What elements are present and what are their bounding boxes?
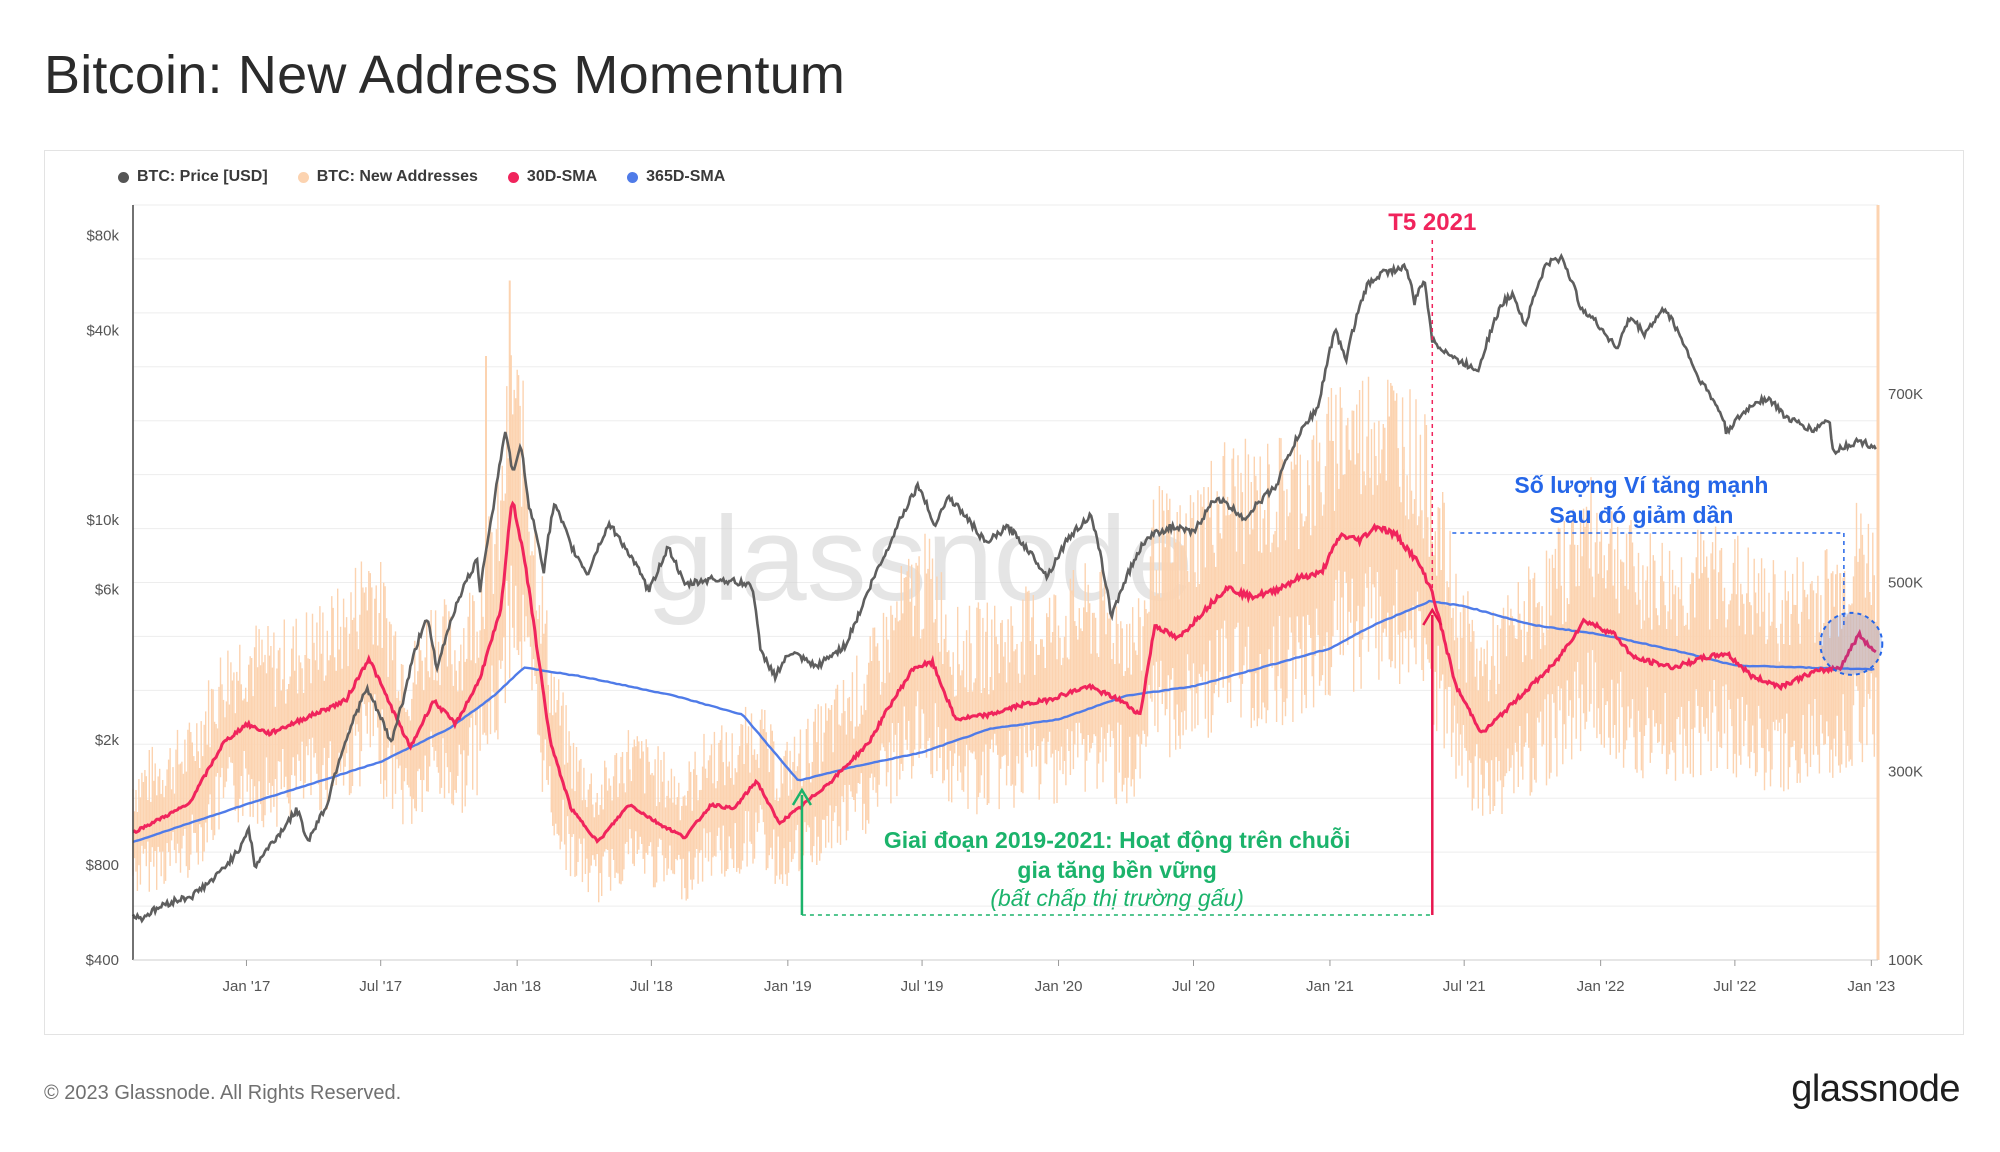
x-tick-label: Jan '19 [764, 978, 812, 995]
y-right-tick-label: 500K [1888, 575, 1923, 592]
y-left-tick-label: $400 [86, 952, 119, 969]
x-tick-label: Jan '17 [223, 978, 271, 995]
x-tick-label: Jul '17 [359, 978, 402, 995]
legend-item-365d-sma[interactable]: 365D-SMA [627, 168, 725, 186]
green-annotation-line1: Giai đoạn 2019-2021: Hoạt động trên chuỗ… [884, 826, 1350, 853]
legend-label-30d-sma: 30D-SMA [526, 168, 598, 185]
y-left-tick-label: $800 [86, 857, 119, 874]
blue-highlight-circle [1819, 611, 1884, 676]
green-arrow-head [791, 787, 813, 806]
legend-dot-30d-sma [507, 171, 519, 183]
green-annotation-line3: (bất chấp thị trường gấu) [990, 885, 1244, 911]
annotations: T5 2021 Giai đoạn 2019-2021: Hoạt động tr… [791, 209, 1884, 916]
footer-copyright: © 2023 Glassnode. All Rights Reserved. [44, 1082, 402, 1104]
legend-item-30d-sma[interactable]: 30D-SMA [507, 168, 598, 186]
watermark: glassnode [646, 492, 1193, 626]
y-left-tick-label: $10k [86, 512, 119, 529]
axes: $400 $800 $2k $6k $10k $40k $80k 100K 300K 500K 70… [86, 205, 1923, 995]
x-tick-label: Jul '22 [1713, 978, 1756, 995]
x-tick-label: Jul '18 [630, 978, 673, 995]
legend-dot-365d-sma [627, 171, 639, 183]
may2021-arrow-head [1422, 607, 1443, 626]
legend-dot-new-addresses [297, 171, 309, 183]
x-tick-label: Jan '18 [493, 978, 541, 995]
may2021-label: T5 2021 [1388, 209, 1476, 236]
x-tick-label: Jan '22 [1577, 978, 1625, 995]
x-tick-label: Jul '19 [901, 978, 944, 995]
chart-frame [44, 150, 1964, 1035]
legend-label-price: BTC: Price [USD] [137, 168, 268, 185]
legend-item-new-addresses[interactable]: BTC: New Addresses [297, 168, 478, 186]
btc-price-line [131, 252, 1877, 924]
x-tick-label: Jan '20 [1035, 978, 1083, 995]
blue-annotation-line2: Sau đó giảm dần [1549, 502, 1733, 528]
y-left-tick-label: $2k [95, 732, 120, 749]
chart-legend: BTC: Price [USD] BTC: New Addresses 30D-… [118, 168, 725, 186]
x-tick-label: Jan '23 [1847, 978, 1895, 995]
y-left-tick-label: $40k [86, 322, 119, 339]
legend-label-365d-sma: 365D-SMA [646, 168, 726, 185]
x-tick-label: Jan '21 [1306, 978, 1354, 995]
green-annotation-line2: gia tăng bền vững [1017, 857, 1216, 883]
y-right-tick-label: 700K [1888, 386, 1923, 403]
sma-30d-line [132, 500, 1877, 845]
y-left-tick-label: $6k [95, 582, 120, 599]
y-right-tick-label: 100K [1888, 952, 1923, 969]
sma-365d-line [132, 599, 1875, 844]
y-left-tick-label: $80k [86, 228, 119, 245]
page-title: Bitcoin: New Address Momentum [44, 45, 846, 105]
y-right-tick-label: 300K [1888, 763, 1923, 780]
blue-annotation-line1: Số lượng Ví tăng mạnh [1514, 472, 1768, 498]
x-tick-label: Jul '21 [1443, 978, 1486, 995]
legend-dot-price [118, 171, 129, 183]
legend-label-new-addresses: BTC: New Addresses [316, 168, 478, 185]
legend-item-price[interactable]: BTC: Price [USD] [118, 168, 268, 186]
footer-logo[interactable]: glassnode [1791, 1068, 1960, 1110]
x-tick-label: Jul '20 [1172, 978, 1215, 995]
